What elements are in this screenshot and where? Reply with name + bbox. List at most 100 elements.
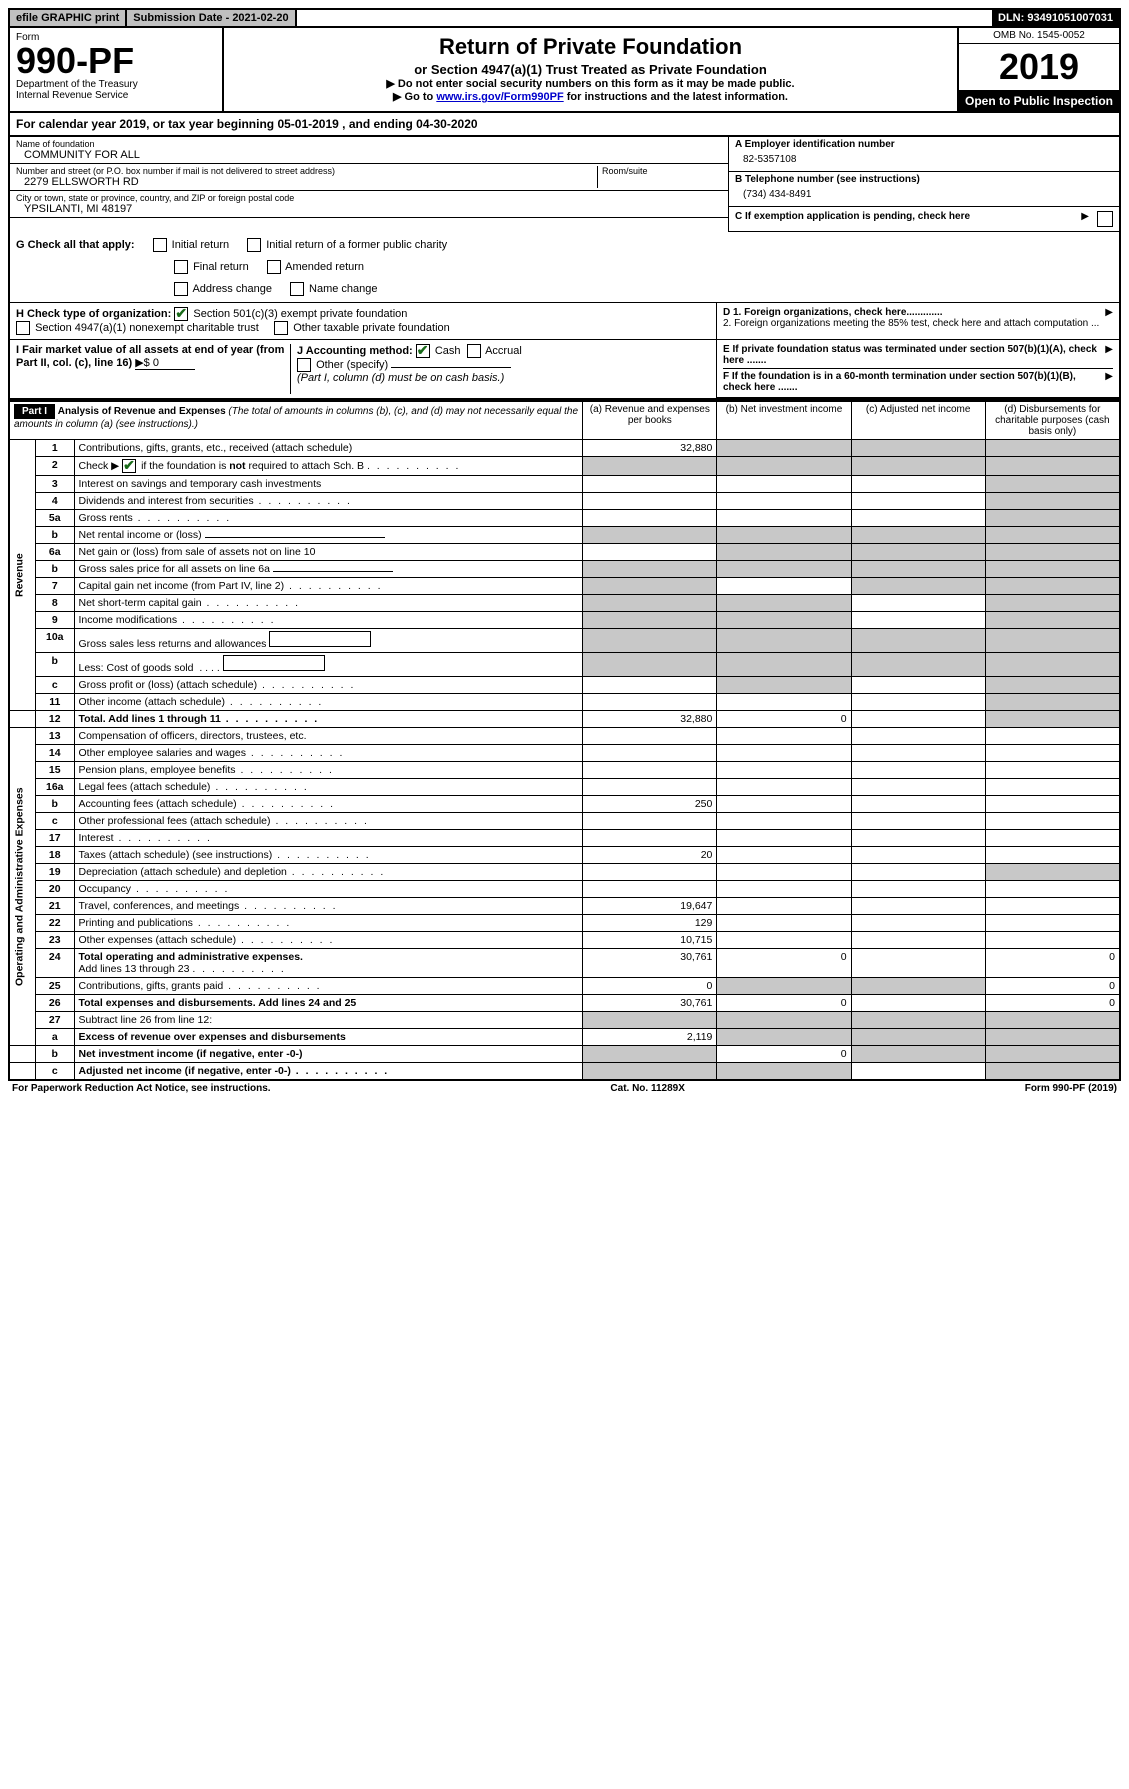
address-box: Number and street (or P.O. box number if…: [10, 164, 728, 191]
line-desc: Accounting fees (attach schedule): [74, 796, 583, 813]
tel-label: B Telephone number (see instructions): [735, 174, 1113, 185]
c-checkbox[interactable]: [1097, 211, 1113, 227]
line-desc: Less: Cost of goods sold . . . .: [74, 653, 583, 677]
g-initial-return-checkbox[interactable]: [153, 238, 167, 252]
table-row: 17Interest: [9, 830, 1120, 847]
h-4947-checkbox[interactable]: [16, 321, 30, 335]
amt-b: 0: [717, 711, 851, 728]
part1-label: Part I: [14, 404, 55, 419]
irs-label: Internal Revenue Service: [16, 90, 216, 101]
arrow-icon: ▶: [1105, 371, 1113, 393]
amt-a: 30,761: [583, 995, 717, 1012]
form-subtitle2b: ▶ Go to www.irs.gov/Form990PF for instru…: [230, 90, 951, 103]
table-row: 14Other employee salaries and wages: [9, 745, 1120, 762]
table-row: 26Total expenses and disbursements. Add …: [9, 995, 1120, 1012]
ein-value: 82-5357108: [735, 150, 1113, 169]
table-row: cGross profit or (loss) (attach schedule…: [9, 677, 1120, 694]
room-label: Room/suite: [602, 166, 722, 176]
line-desc: Income modifications: [74, 612, 583, 629]
city-box: City or town, state or province, country…: [10, 191, 728, 218]
ein-label: A Employer identification number: [735, 139, 1113, 150]
col-a-header: (a) Revenue and expenses per books: [583, 401, 717, 440]
line-desc: Contributions, gifts, grants paid: [74, 978, 583, 995]
line-desc: Net short-term capital gain: [74, 595, 583, 612]
j-label: J Accounting method:: [297, 345, 413, 357]
j-accrual-checkbox[interactable]: [467, 344, 481, 358]
table-row: 9Income modifications: [9, 612, 1120, 629]
revenue-section-label: Revenue: [9, 440, 36, 711]
goto-suffix: for instructions and the latest informat…: [564, 91, 788, 103]
table-row: Operating and Administrative Expenses 13…: [9, 728, 1120, 745]
j-note: (Part I, column (d) must be on cash basi…: [297, 372, 504, 384]
omb-number: OMB No. 1545-0052: [959, 28, 1119, 44]
line-desc: Dividends and interest from securities: [74, 493, 583, 510]
table-row: 11Other income (attach schedule): [9, 694, 1120, 711]
g-amended-checkbox[interactable]: [267, 260, 281, 274]
d2-label: 2. Foreign organizations meeting the 85%…: [723, 318, 1099, 329]
table-row: 15Pension plans, employee benefits: [9, 762, 1120, 779]
table-row: 21Travel, conferences, and meetings19,64…: [9, 898, 1120, 915]
line-no: 1: [36, 440, 74, 457]
table-row: 16aLegal fees (attach schedule): [9, 779, 1120, 796]
c-label: C If exemption application is pending, c…: [735, 211, 1077, 222]
amt-a: 19,647: [583, 898, 717, 915]
h-opt3: Other taxable private foundation: [293, 322, 450, 334]
line-desc: Total operating and administrative expen…: [74, 949, 583, 978]
goto-prefix: ▶ Go to: [393, 91, 436, 103]
line-desc: Legal fees (attach schedule): [74, 779, 583, 796]
j-cash-checkbox[interactable]: [416, 344, 430, 358]
g-name-change-checkbox[interactable]: [290, 282, 304, 296]
col-d-header: (d) Disbursements for charitable purpose…: [985, 401, 1120, 440]
amt-b: 0: [717, 1046, 851, 1063]
line-desc: Depreciation (attach schedule) and deple…: [74, 864, 583, 881]
efile-print[interactable]: efile GRAPHIC print: [10, 10, 127, 26]
amt-a: 0: [583, 978, 717, 995]
g-final-return-checkbox[interactable]: [174, 260, 188, 274]
addr-label: Number and street (or P.O. box number if…: [16, 166, 597, 176]
part1-table: Part I Analysis of Revenue and Expenses …: [8, 400, 1121, 1081]
line-desc: Capital gain net income (from Part IV, l…: [74, 578, 583, 595]
street-address: 2279 ELLSWORTH RD: [16, 176, 597, 188]
j-cash: Cash: [435, 345, 461, 357]
line-desc: Check ▶ if the foundation is not require…: [74, 457, 583, 476]
amt-a: 250: [583, 796, 717, 813]
amt-d: 0: [985, 949, 1120, 978]
line-desc: Contributions, gifts, grants, etc., rece…: [74, 440, 583, 457]
h-other-taxable-checkbox[interactable]: [274, 321, 288, 335]
footer-mid: Cat. No. 11289X: [610, 1083, 684, 1094]
line2-checkbox[interactable]: [122, 459, 136, 473]
irs-link[interactable]: www.irs.gov/Form990PF: [436, 91, 563, 103]
j-accrual: Accrual: [485, 345, 522, 357]
g-initial-former-checkbox[interactable]: [247, 238, 261, 252]
table-row: 12Total. Add lines 1 through 1132,8800: [9, 711, 1120, 728]
g-opt-5: Name change: [309, 283, 378, 295]
amt-c: [851, 440, 985, 457]
footer-right: Form 990-PF (2019): [1025, 1083, 1117, 1094]
f-label: F If the foundation is in a 60-month ter…: [723, 371, 1105, 393]
telephone-box: B Telephone number (see instructions) (7…: [729, 172, 1119, 207]
amt-a: 20: [583, 847, 717, 864]
table-row: 18Taxes (attach schedule) (see instructi…: [9, 847, 1120, 864]
arrow-icon: ▶: [1105, 307, 1113, 318]
table-row: 19Depreciation (attach schedule) and dep…: [9, 864, 1120, 881]
table-row: 7Capital gain net income (from Part IV, …: [9, 578, 1120, 595]
form-title-block: Return of Private Foundation or Section …: [224, 28, 957, 111]
amt-d: 0: [985, 995, 1120, 1012]
line-c: C If exemption application is pending, c…: [729, 207, 1119, 232]
j-other-checkbox[interactable]: [297, 358, 311, 372]
h-501c3-checkbox[interactable]: [174, 307, 188, 321]
table-row: 10aGross sales less returns and allowanc…: [9, 629, 1120, 653]
table-row: bNet rental income or (loss): [9, 527, 1120, 544]
line-ij: I Fair market value of all assets at end…: [10, 340, 716, 398]
g-address-change-checkbox[interactable]: [174, 282, 188, 296]
dept-treasury: Department of the Treasury: [16, 79, 216, 90]
form-subtitle2a: ▶ Do not enter social security numbers o…: [230, 77, 951, 90]
line-desc: Travel, conferences, and meetings: [74, 898, 583, 915]
j-other-field[interactable]: [391, 367, 511, 368]
open-to-public: Open to Public Inspection: [959, 91, 1119, 111]
form-title: Return of Private Foundation: [230, 34, 951, 60]
top-bar: efile GRAPHIC print Submission Date - 20…: [8, 8, 1121, 28]
line-desc: Subtract line 26 from line 12:: [74, 1012, 583, 1029]
entity-info: Name of foundation COMMUNITY FOR ALL Num…: [8, 137, 1121, 232]
calendar-year-row: For calendar year 2019, or tax year begi…: [8, 113, 1121, 137]
